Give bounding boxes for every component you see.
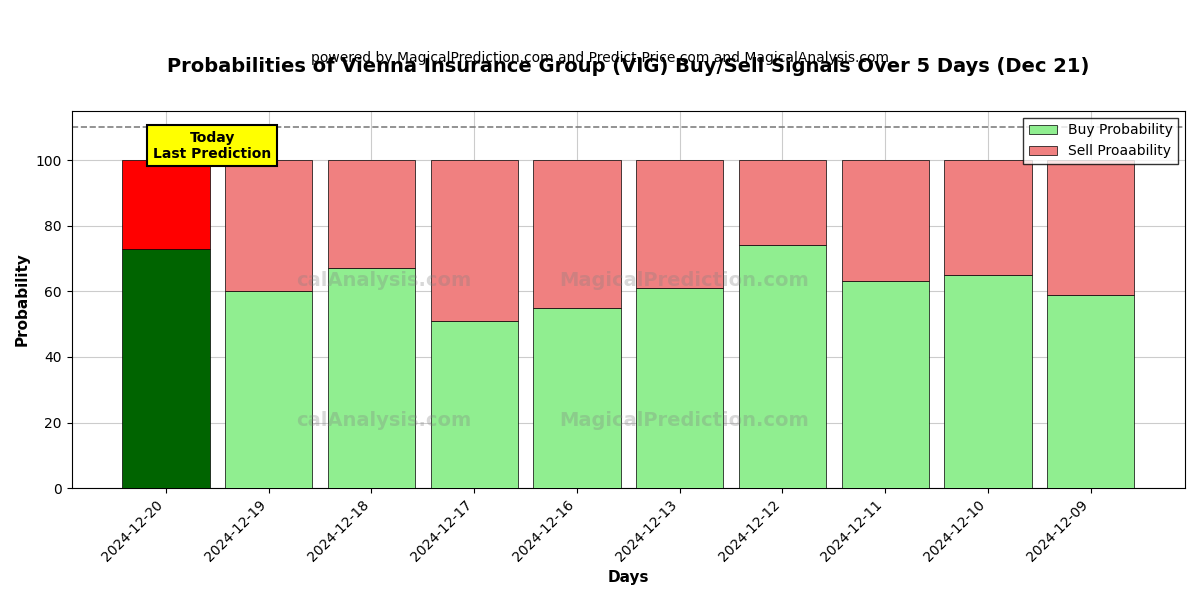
Y-axis label: Probability: Probability: [16, 253, 30, 346]
Text: powered by MagicalPrediction.com and Predict-Price.com and MagicalAnalysis.com: powered by MagicalPrediction.com and Pre…: [311, 51, 889, 65]
Bar: [944, 275, 1032, 488]
Bar: [636, 288, 724, 488]
Text: MagicalPrediction.com: MagicalPrediction.com: [559, 271, 809, 290]
X-axis label: Days: Days: [607, 570, 649, 585]
Text: Today
Last Prediction: Today Last Prediction: [154, 131, 271, 161]
Bar: [1048, 160, 1134, 295]
Bar: [328, 268, 415, 488]
Text: calAnalysis.com: calAnalysis.com: [295, 411, 472, 430]
Bar: [636, 160, 724, 288]
Text: calAnalysis.com: calAnalysis.com: [295, 271, 472, 290]
Bar: [431, 321, 518, 488]
Bar: [1048, 295, 1134, 488]
Bar: [328, 160, 415, 268]
Bar: [841, 281, 929, 488]
Bar: [431, 160, 518, 321]
Bar: [226, 292, 312, 488]
Bar: [122, 248, 210, 488]
Legend: Buy Probability, Sell Proaability: Buy Probability, Sell Proaability: [1024, 118, 1178, 164]
Bar: [226, 160, 312, 292]
Bar: [533, 160, 620, 308]
Bar: [841, 160, 929, 281]
Bar: [739, 245, 826, 488]
Bar: [533, 308, 620, 488]
Bar: [122, 160, 210, 248]
Text: MagicalPrediction.com: MagicalPrediction.com: [559, 411, 809, 430]
Bar: [944, 160, 1032, 275]
Title: Probabilities of Vienna Insurance Group (VIG) Buy/Sell Signals Over 5 Days (Dec : Probabilities of Vienna Insurance Group …: [167, 57, 1090, 76]
Bar: [739, 160, 826, 245]
